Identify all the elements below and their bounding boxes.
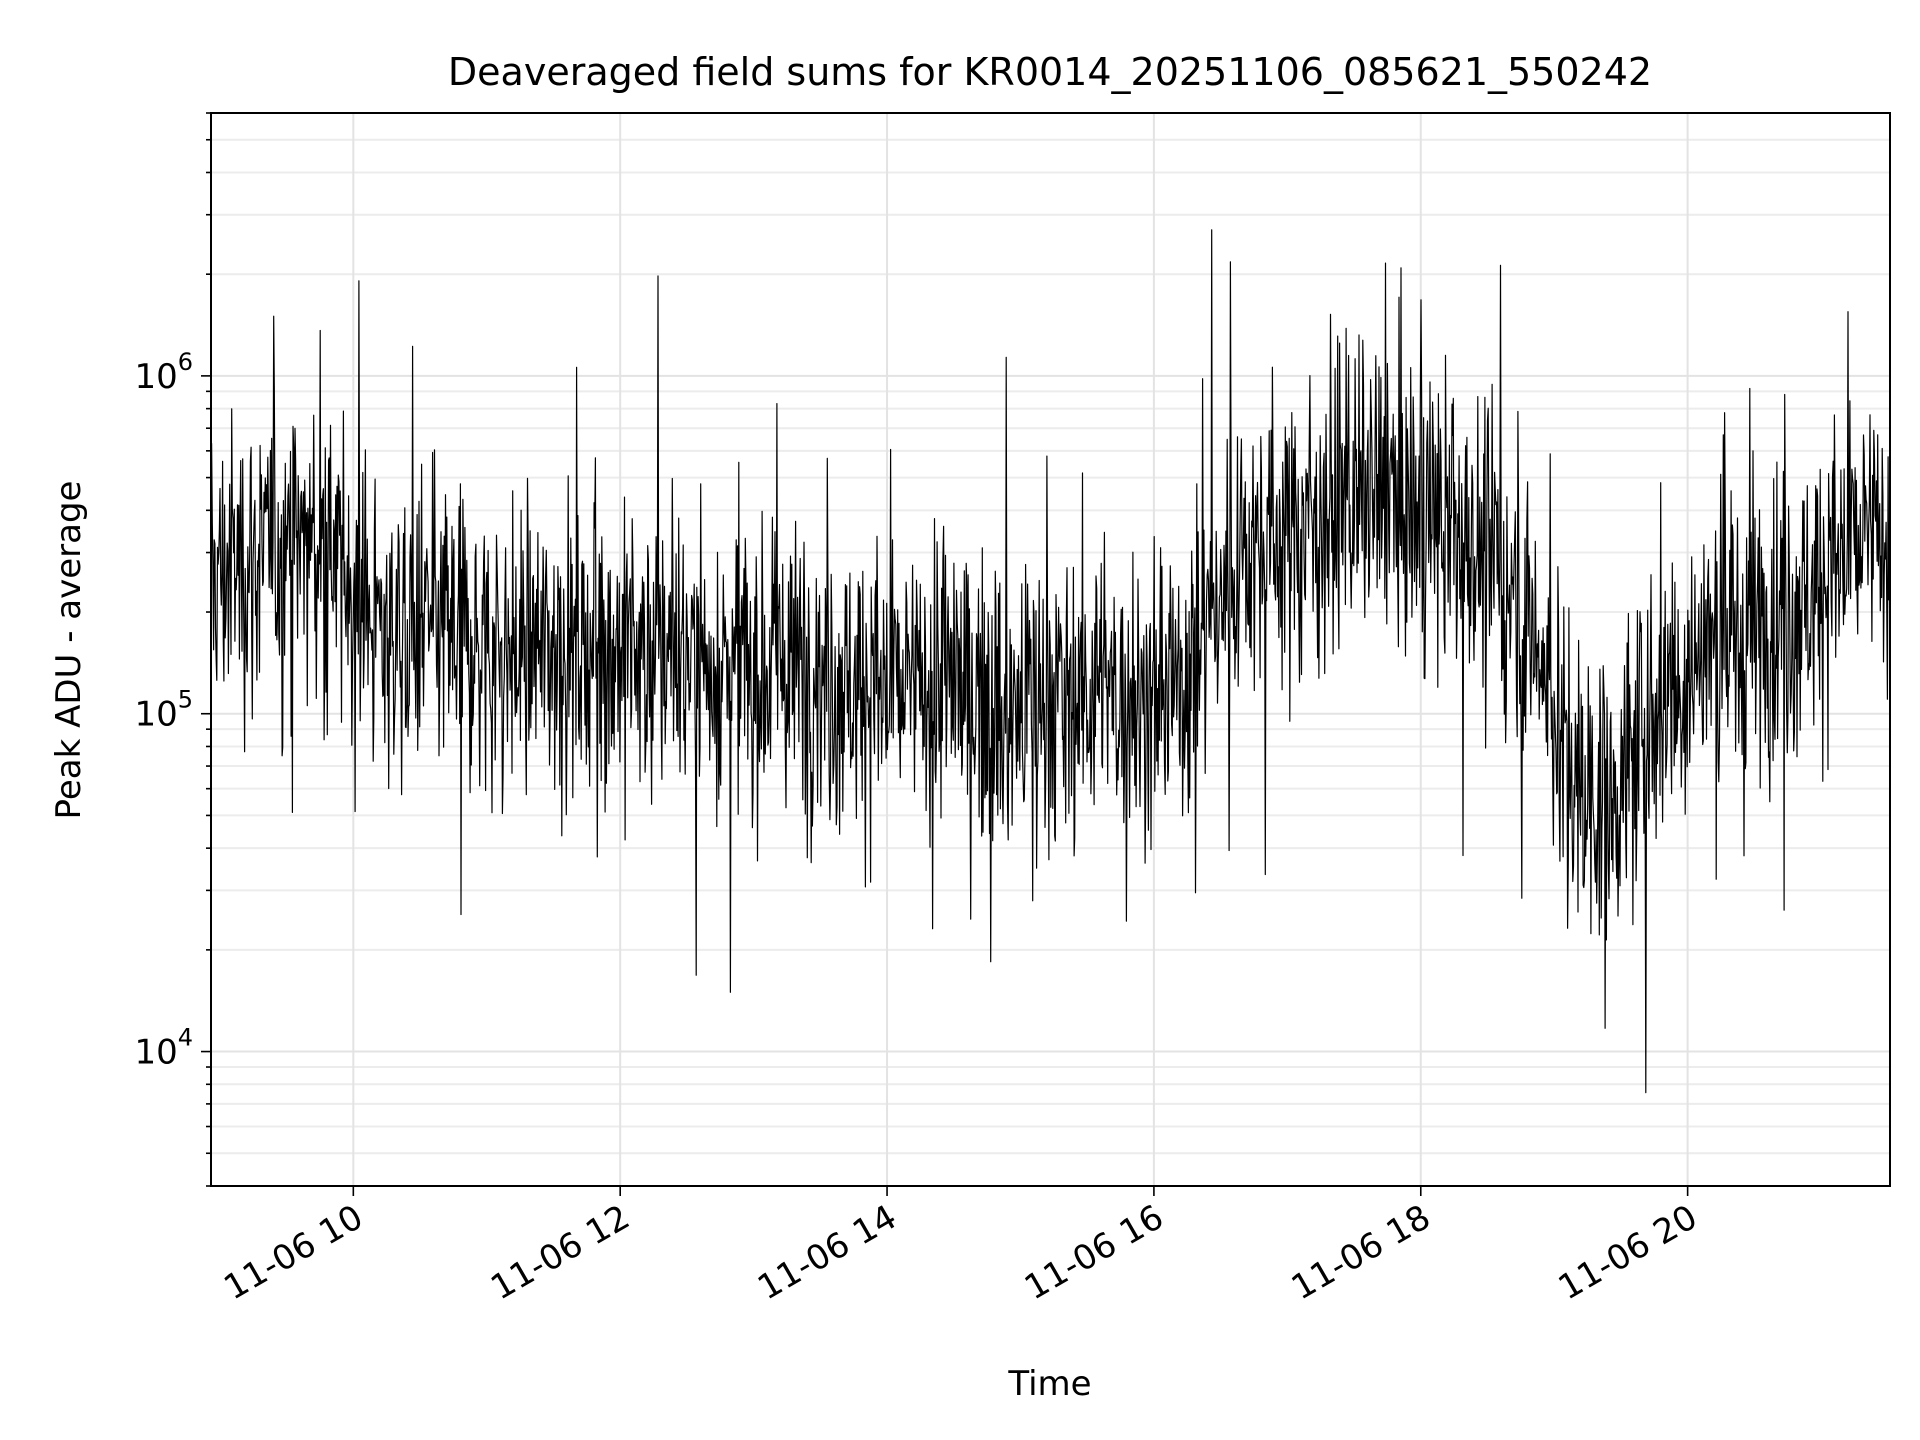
y-axis-label: Peak ADU - average (49, 481, 89, 820)
y-tick-label-base: 10 (134, 357, 177, 397)
x-tick-label: 11-06 20 (1552, 1197, 1704, 1308)
y-tick-label: 105 (134, 686, 193, 735)
y-tick-label-base: 10 (134, 695, 177, 735)
x-tick-label: 11-06 14 (751, 1197, 903, 1308)
y-tick-label-exponent: 5 (178, 686, 193, 714)
series-line (210, 229, 1891, 1094)
x-tick-label: 11-06 12 (484, 1197, 636, 1308)
x-tick-label: 11-06 18 (1285, 1197, 1437, 1308)
plot-frame (210, 112, 1891, 1187)
y-tick-label-base: 10 (134, 1033, 177, 1073)
y-tick-label: 104 (134, 1024, 193, 1073)
x-tick-label: 11-06 10 (217, 1197, 369, 1308)
x-tick-label: 11-06 16 (1018, 1197, 1170, 1308)
y-tick-label: 106 (134, 348, 193, 397)
y-tick-label-exponent: 6 (178, 348, 193, 376)
chart-title: Deaveraged field sums for KR0014_2025110… (448, 50, 1652, 94)
y-tick-label-exponent: 4 (178, 1024, 193, 1052)
data-series (210, 229, 1891, 1094)
x-axis-label: Time (1007, 1364, 1091, 1404)
